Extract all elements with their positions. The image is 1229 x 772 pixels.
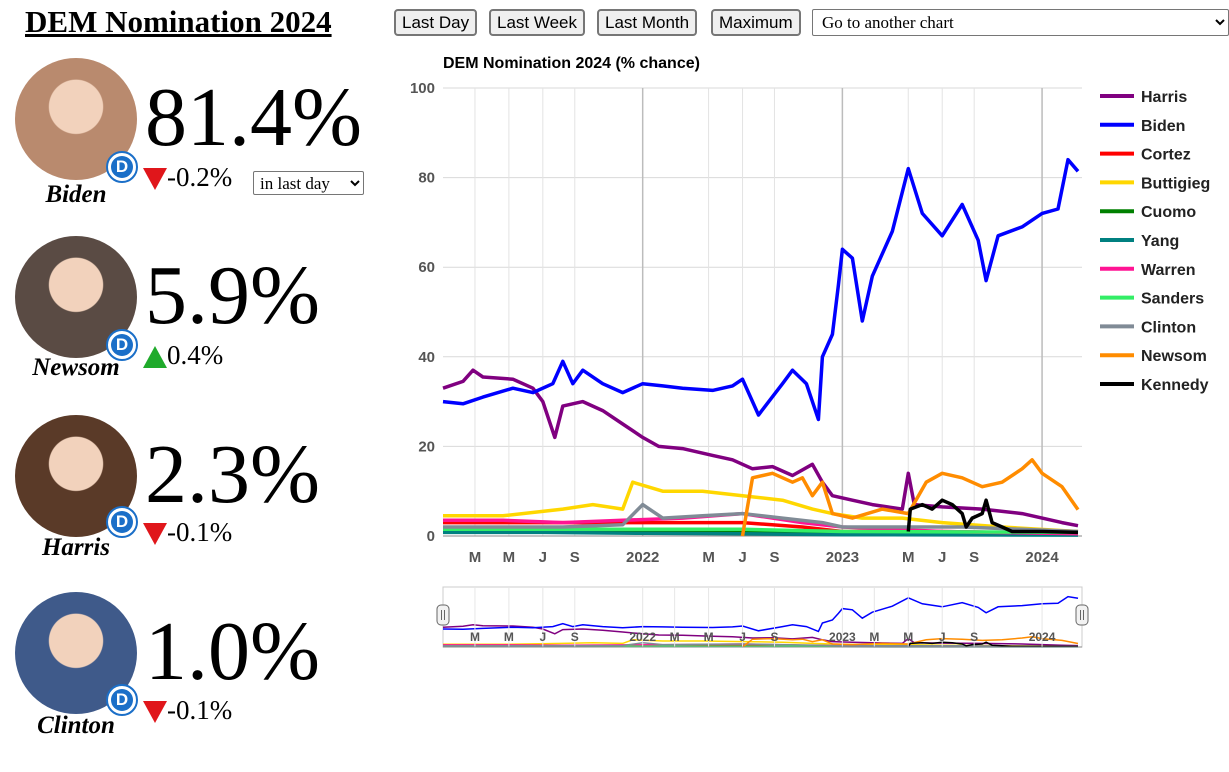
x-tick-label: J <box>738 549 746 566</box>
x-tick-label: M <box>702 549 715 566</box>
legend-label: Biden <box>1141 118 1185 135</box>
last-week-button[interactable]: Last Week <box>489 9 585 36</box>
series-line-harris <box>443 370 1078 526</box>
legend-label: Warren <box>1141 262 1196 279</box>
candidate-percent: 81.4% <box>145 76 362 160</box>
x-tick-label: 2022 <box>626 549 659 566</box>
candidate-name: Clinton <box>6 712 146 740</box>
navigator-tick-label: M <box>869 630 879 644</box>
maximum-button[interactable]: Maximum <box>711 9 801 36</box>
candidate-percent: 5.9% <box>145 254 320 338</box>
legend-label: Cortez <box>1141 147 1191 164</box>
y-tick-label: 80 <box>418 170 435 187</box>
navigator-tick-label: J <box>939 630 946 644</box>
chart-series <box>443 160 1078 536</box>
legend-label: Sanders <box>1141 291 1204 308</box>
x-tick-label: 2024 <box>1025 549 1059 566</box>
x-tick-label: M <box>503 549 516 566</box>
candidate-name: Harris <box>6 534 146 562</box>
candidate-card-harris: D Harris 2.3% -0.1% <box>10 415 390 595</box>
y-tick-label: 100 <box>410 80 435 97</box>
down-arrow-icon <box>143 699 167 725</box>
navigator-right-handle[interactable] <box>1076 605 1088 625</box>
democrat-badge-icon: D <box>106 506 138 538</box>
navigator-tick-label: S <box>970 630 978 644</box>
candidate-percent: 2.3% <box>145 433 320 517</box>
x-tick-label: S <box>969 549 979 566</box>
y-tick-label: 0 <box>427 528 435 545</box>
navigator-tick-label: M <box>670 630 680 644</box>
down-arrow-icon <box>143 166 167 192</box>
navigator-tick-label: 2023 <box>829 630 856 644</box>
page-title: DEM Nomination 2024 <box>25 4 332 40</box>
chart-legend: Harris Biden Cortez Buttigieg Cuomo Yang Warre… <box>1100 89 1210 394</box>
navigator-tick-label: M <box>903 630 913 644</box>
last-month-button[interactable]: Last Month <box>597 9 697 36</box>
candidate-percent: 1.0% <box>145 610 320 694</box>
navigator-tick-label: 2022 <box>629 630 656 644</box>
x-tick-label: S <box>570 549 580 566</box>
legend-label: Kennedy <box>1141 377 1209 394</box>
democrat-badge-icon: D <box>106 329 138 361</box>
x-tick-label: J <box>539 549 547 566</box>
candidate-change: -0.2% <box>167 162 232 193</box>
navigator-tick-label: 2024 <box>1029 630 1056 644</box>
y-tick-label: 40 <box>418 349 435 366</box>
democrat-badge-icon: D <box>106 684 138 716</box>
legend-label: Clinton <box>1141 319 1196 336</box>
navigator-tick-label: S <box>770 630 778 644</box>
candidate-change: -0.1% <box>167 517 232 548</box>
go-to-chart-select[interactable]: Go to another chart <box>812 9 1229 36</box>
navigator-tick-label: J <box>540 630 547 644</box>
navigator-tick-label: M <box>704 630 714 644</box>
nomination-chart: DEM Nomination 2024 (% chance) 0 20 40 60 80… <box>390 45 1229 655</box>
navigator-tick-label: J <box>739 630 746 644</box>
up-arrow-icon <box>143 344 167 370</box>
down-arrow-icon <box>143 521 167 547</box>
navigator[interactable]: M M J S 2022 M M J S 2023 M M J S 2024 <box>437 587 1088 647</box>
candidate-card-newsom: D Newsom 5.9% 0.4% <box>10 236 390 416</box>
candidate-name: Biden <box>6 181 146 209</box>
y-tick-label: 20 <box>418 438 435 455</box>
x-tick-label: M <box>469 549 482 566</box>
navigator-tick-label: M <box>470 630 480 644</box>
x-tick-label: M <box>902 549 915 566</box>
last-day-button[interactable]: Last Day <box>394 9 477 36</box>
x-tick-label: 2023 <box>826 549 859 566</box>
x-tick-label: S <box>769 549 779 566</box>
candidate-card-clinton: D Clinton 1.0% -0.1% <box>10 592 390 772</box>
x-tick-label: J <box>938 549 946 566</box>
legend-label: Yang <box>1141 233 1179 250</box>
y-tick-label: 60 <box>418 259 435 276</box>
series-line-biden <box>443 160 1078 420</box>
candidate-change: -0.1% <box>167 695 232 726</box>
legend-label: Cuomo <box>1141 204 1196 221</box>
legend-label: Newsom <box>1141 348 1207 365</box>
navigator-tick-label: S <box>571 630 579 644</box>
navigator-tick-label: M <box>504 630 514 644</box>
candidate-change: 0.4% <box>167 340 223 371</box>
x-axis: M M J S 2022 M J S 2023 M J S 2024 <box>469 549 1060 566</box>
period-select[interactable]: in last day <box>253 171 364 195</box>
navigator-left-handle[interactable] <box>437 605 449 625</box>
legend-label: Buttigieg <box>1141 175 1210 192</box>
chart-title: DEM Nomination 2024 (% chance) <box>443 55 700 72</box>
democrat-badge-icon: D <box>106 151 138 183</box>
candidate-card-biden: D Biden 81.4% -0.2% <box>10 58 390 238</box>
y-axis: 0 20 40 60 80 100 <box>410 80 435 545</box>
legend-label: Harris <box>1141 89 1187 106</box>
